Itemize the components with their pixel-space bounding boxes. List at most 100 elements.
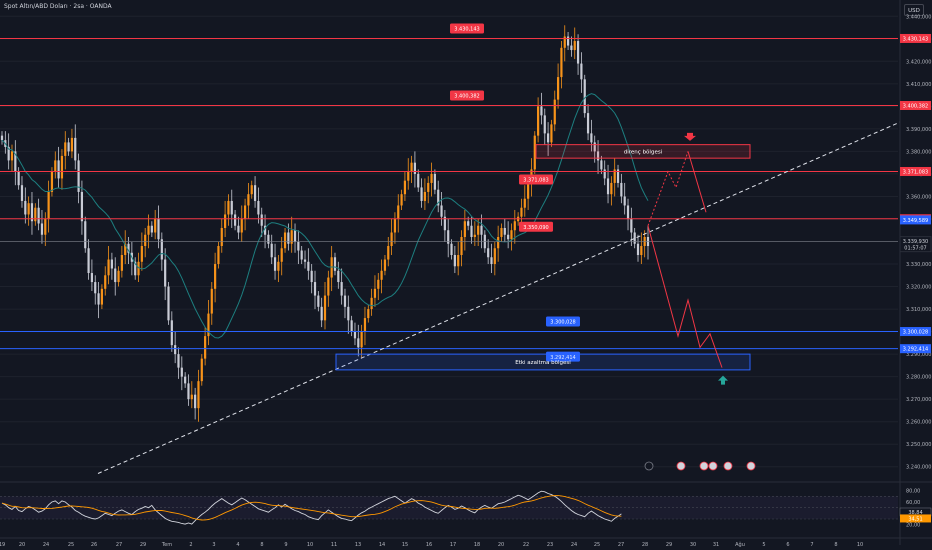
candle-body xyxy=(547,133,550,143)
candle-body xyxy=(160,239,163,260)
candle-body xyxy=(117,270,120,283)
candle-body xyxy=(373,288,377,298)
currency-button[interactable]: USD xyxy=(904,4,924,16)
candle-body xyxy=(310,270,313,283)
level-mid-label: 3.400,382 xyxy=(454,94,479,100)
time-tick-label: 17 xyxy=(450,542,456,548)
candle-body xyxy=(640,246,643,256)
candle-body xyxy=(50,171,54,192)
candle-body xyxy=(550,124,553,143)
candle-body xyxy=(297,241,300,251)
price-tick-label: 3.390,000 xyxy=(906,127,931,133)
candle-body xyxy=(34,207,37,222)
candle-body xyxy=(420,187,423,201)
price-tick-label: 3.320,000 xyxy=(906,285,931,291)
candle-body xyxy=(480,225,483,235)
time-tick-label: 20 xyxy=(498,542,504,548)
candle-body xyxy=(520,207,523,217)
candle-body xyxy=(190,394,193,400)
candle-body xyxy=(533,135,536,170)
time-tick-label: 31 xyxy=(713,542,719,548)
candle-body xyxy=(233,214,237,226)
candle-body xyxy=(380,270,383,280)
candle-body xyxy=(626,205,630,219)
zone-label: direnç bölgesi xyxy=(624,149,663,155)
candle-body xyxy=(37,207,40,224)
time-tick-label: 13 xyxy=(355,542,361,548)
candle-body xyxy=(350,320,353,332)
candle-body xyxy=(327,277,330,296)
candle-body xyxy=(413,162,417,174)
candle-body xyxy=(30,203,34,222)
candle-body xyxy=(417,173,420,188)
candle-body xyxy=(24,200,27,215)
candle-body xyxy=(357,338,360,348)
candle-body xyxy=(44,218,47,235)
candle-body xyxy=(467,221,470,226)
candle-body xyxy=(323,295,327,321)
candle-body xyxy=(527,182,530,199)
candle-body xyxy=(610,182,613,195)
candle-body xyxy=(140,246,143,262)
zone-box xyxy=(535,144,751,159)
candle-body xyxy=(230,200,233,215)
candle-body xyxy=(40,223,44,235)
candle-body xyxy=(513,221,516,231)
candle-body xyxy=(497,236,500,249)
candle-body xyxy=(217,246,220,265)
time-tick-label: 27 xyxy=(116,542,122,548)
time-tick-label: 27 xyxy=(618,542,624,548)
rsi-tick-label: 80,00 xyxy=(906,489,920,495)
candle-body xyxy=(280,248,283,262)
candle-body xyxy=(573,41,576,51)
candle-body xyxy=(194,394,197,409)
candle-body xyxy=(397,205,400,219)
price-tick-label: 3.260,000 xyxy=(906,420,931,426)
candle-body xyxy=(293,230,297,242)
candle-body xyxy=(403,180,407,195)
level-mid-label: 3.350,090 xyxy=(523,225,548,231)
candle-body xyxy=(447,230,450,244)
candle-body xyxy=(470,225,473,237)
time-tick-label: 22 xyxy=(523,542,529,548)
price-axis[interactable]: 3.240,000 3.250,000 3.260,000 3.270,000 3.28… xyxy=(899,0,932,545)
time-tick-label: 8 xyxy=(260,542,263,548)
candle-body xyxy=(240,218,243,233)
candle-body xyxy=(7,146,10,161)
candle-body xyxy=(87,248,90,274)
candle-body xyxy=(493,248,496,265)
time-tick-label: 25 xyxy=(594,542,600,548)
candle-body xyxy=(147,225,150,235)
rsi-value-label: 38,84 xyxy=(908,510,922,516)
candle-body xyxy=(263,225,267,235)
zone-label: Etki azaltma bölgesi xyxy=(515,360,571,366)
level-axis-label: 3.400,382 xyxy=(903,103,928,109)
drawings[interactable]: direnç bölgesi Etki azaltma bölgesi xyxy=(97,121,901,474)
candle-body xyxy=(107,259,110,276)
candle-body xyxy=(363,318,367,332)
candle-body xyxy=(187,383,190,400)
candle-body xyxy=(633,232,636,244)
candle-body xyxy=(433,173,436,190)
candle-body xyxy=(94,282,97,294)
time-tick-label: 6 xyxy=(786,542,789,548)
candle-body xyxy=(170,320,173,346)
event-flag-icon xyxy=(644,461,654,471)
time-tick-label: 11 xyxy=(331,542,337,548)
candle-body xyxy=(537,106,540,136)
candle-body xyxy=(473,234,476,237)
candle-body xyxy=(566,36,570,46)
time-axis[interactable]: 19 20 24 25 26 27 29 Tem 2 3 4 8 9 10 11 13 14 15 16 17 18 20… xyxy=(0,537,932,548)
candle-body xyxy=(463,221,466,237)
candle-body xyxy=(77,160,80,192)
level-mid-tag xyxy=(450,90,484,101)
candle-body xyxy=(124,243,127,256)
candle-body xyxy=(27,203,30,215)
candle-body xyxy=(220,227,223,247)
candle-body xyxy=(450,243,453,256)
candle-body xyxy=(167,286,170,321)
candle-body xyxy=(630,218,633,233)
horizontal-levels[interactable]: 3.430,143 3.400,382 3.371,083 3.350,090 3.30… xyxy=(0,23,898,362)
